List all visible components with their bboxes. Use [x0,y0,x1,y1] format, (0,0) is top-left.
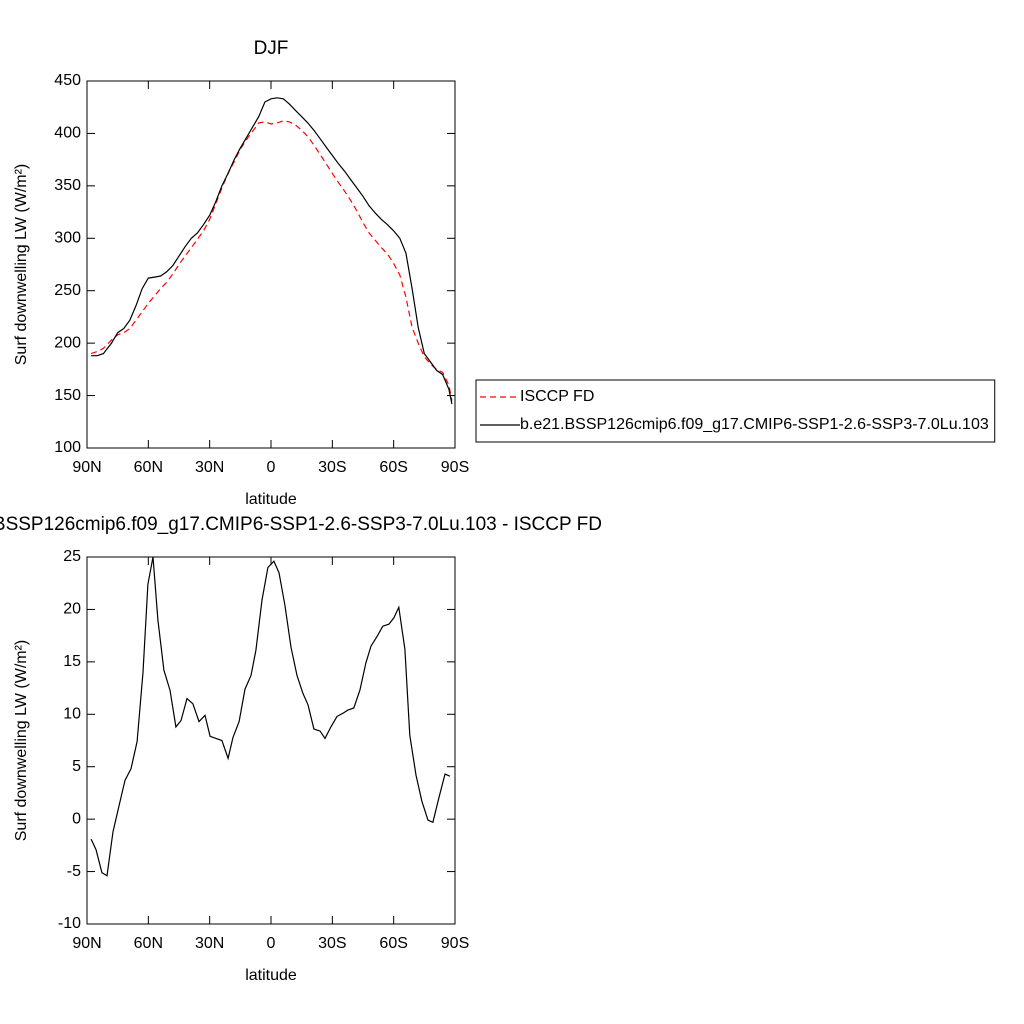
y-tick-label: 200 [54,334,81,351]
y-tick-label: -10 [58,915,81,932]
data-line [90,556,451,877]
x-axis-label: latitude [245,491,297,508]
x-tick-label: 30N [195,459,224,476]
y-tick-label: 300 [54,230,81,247]
legend-label: b.e21.BSSP126cmip6.f09_g17.CMIP6-SSP1-2.… [520,416,989,433]
x-tick-label: 0 [267,459,276,476]
chart-title: DJF [254,38,289,59]
plot-frame [86,80,456,449]
y-tick-label: 150 [54,387,81,404]
x-tick-label: 90N [72,935,101,952]
x-tick-label: 30S [318,459,346,476]
data-line [91,97,453,405]
y-tick-label: 100 [54,439,81,456]
x-tick-label: 30S [318,935,346,952]
y-axis-label: Surf downwelling LW (W/m²) [13,164,30,366]
y-tick-label: 10 [63,706,81,723]
plot-frame [86,556,456,925]
x-tick-label: 60S [379,935,407,952]
x-tick-label: 60N [134,935,163,952]
x-tick-label: 60S [379,459,407,476]
y-axis-label: Surf downwelling LW (W/m²) [13,640,30,842]
x-tick-label: 60N [134,459,163,476]
y-tick-label: 15 [63,653,81,670]
y-tick-label: -5 [67,863,81,880]
x-tick-label: 30N [195,935,224,952]
y-tick-label: 5 [72,758,81,775]
legend: ISCCP FD b.e21.BSSP126cmip6.f09_g17.CMIP6… [475,379,996,443]
x-tick-label: 90S [441,459,469,476]
x-tick-label: 90S [441,935,469,952]
x-tick-label: 90N [72,459,101,476]
legend-frame [475,379,996,443]
y-tick-label: 25 [63,548,81,565]
x-tick-label: 0 [267,935,276,952]
chart-title: b.e21.BSSP126cmip6.f09_g17.CMIP6-SSP1-2.… [0,514,602,535]
y-tick-label: 250 [54,282,81,299]
y-tick-label: 0 [72,810,81,827]
legend-label: ISCCP FD [520,388,594,405]
y-tick-label: 450 [54,72,81,89]
y-tick-label: 20 [63,601,81,618]
x-axis-label: latitude [245,967,297,984]
data-line [90,120,453,401]
y-tick-label: 350 [54,177,81,194]
y-tick-label: 400 [54,125,81,142]
